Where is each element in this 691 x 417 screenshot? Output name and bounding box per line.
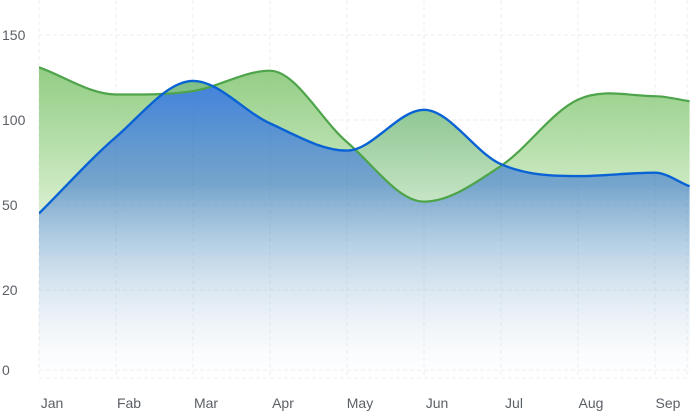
series-lines: [39, 66, 691, 215]
y-tick-label: 50: [2, 197, 18, 213]
series-2-area: [39, 80, 690, 378]
series-areas: [39, 67, 690, 378]
x-tick-label: Jan: [41, 395, 64, 411]
series-2-line: [39, 79, 691, 215]
y-axis: 0 20 50 100 150: [2, 27, 26, 378]
x-tick-label: May: [347, 395, 373, 411]
y-tick-label: 0: [2, 362, 10, 378]
y-tick-label: 150: [2, 27, 26, 43]
y-tick-label: 100: [2, 112, 26, 128]
x-tick-label: Jun: [426, 395, 449, 411]
x-axis: Jan Fab Mar Apr May Jun Jul Aug Sep: [41, 395, 681, 411]
x-tick-label: Sep: [656, 395, 681, 411]
x-tick-label: Apr: [272, 395, 294, 411]
x-tick-label: Mar: [194, 395, 218, 411]
x-tick-label: Fab: [117, 395, 141, 411]
x-tick-label: Jul: [505, 395, 523, 411]
x-tick-label: Aug: [579, 395, 604, 411]
series-1-area: [39, 67, 690, 214]
y-tick-label: 20: [2, 282, 18, 298]
series-1-line: [39, 66, 690, 203]
